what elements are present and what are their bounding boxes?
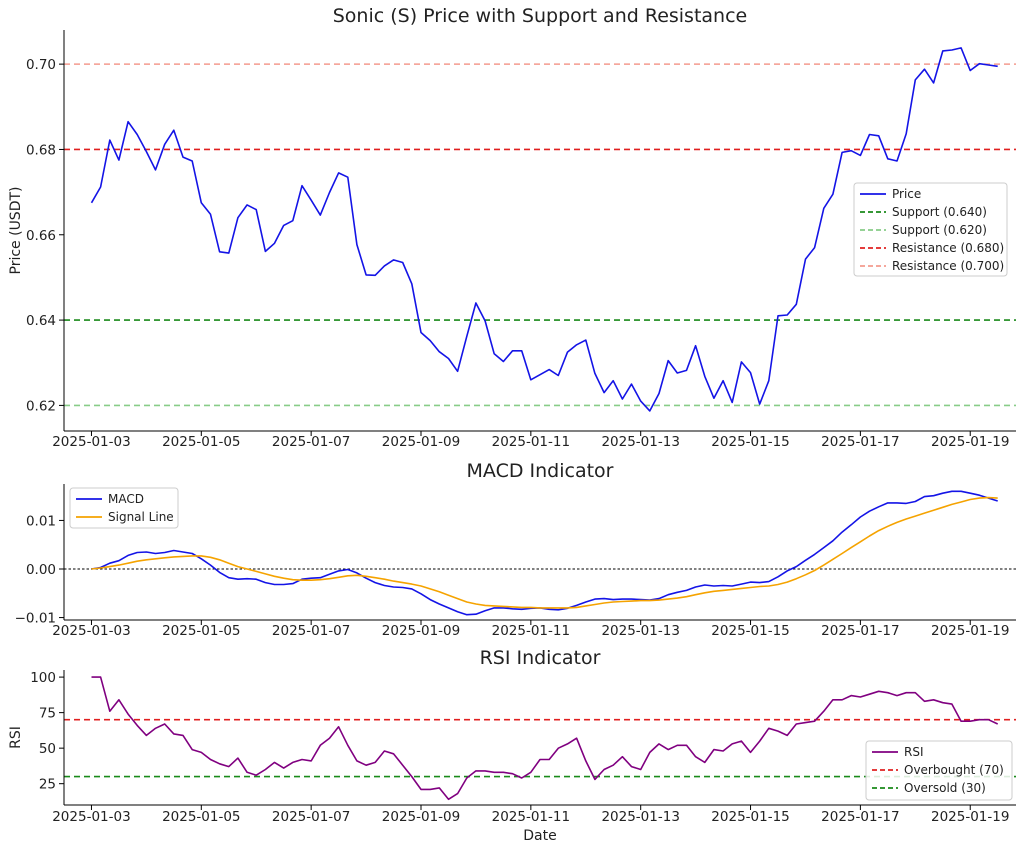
x-tick-label: 2025-01-11	[492, 434, 570, 450]
chart-panel-3: RSI Indicator 25 50 75 100 2025-01-03 2025-01-…	[8, 647, 1016, 844]
x-tick-label: 2025-01-19	[931, 623, 1009, 639]
x-tick-label: 2025-01-11	[492, 623, 570, 639]
y-tick-label: 25	[39, 777, 56, 793]
x-tick-label: 2025-01-13	[601, 623, 679, 639]
legend-label: Price	[892, 187, 921, 201]
legend-label: Support (0.620)	[892, 223, 987, 237]
y-axis-label: Price (USDT)	[8, 187, 24, 275]
y-tick-label: 0.01	[26, 513, 56, 529]
y-tick-label: 100	[30, 670, 56, 686]
y-axis-label: RSI	[8, 726, 24, 749]
chart-title: RSI Indicator	[480, 647, 601, 669]
legend-label: Resistance (0.680)	[892, 241, 1004, 255]
x-tick-label: 2025-01-09	[382, 809, 460, 825]
chart-panel-1: Sonic (S) Price with Support and Resista…	[8, 5, 1016, 450]
legend-label: Resistance (0.700)	[892, 259, 1004, 273]
y-tick-label: 0.68	[26, 142, 56, 158]
x-tick-label: 2025-01-03	[52, 623, 130, 639]
legend-label: RSI	[904, 745, 924, 759]
x-tick-label: 2025-01-13	[601, 434, 679, 450]
legend-label: MACD	[108, 492, 144, 506]
y-tick-label: 50	[39, 741, 56, 757]
legend-label: Support (0.640)	[892, 205, 987, 219]
y-tick-label: 75	[39, 706, 56, 722]
series-line	[91, 496, 998, 609]
x-tick-label: 2025-01-15	[711, 809, 789, 825]
x-tick-label: 2025-01-09	[382, 623, 460, 639]
legend-label: Oversold (30)	[904, 781, 986, 795]
legend-box	[69, 487, 179, 529]
x-tick-label: 2025-01-05	[162, 809, 240, 825]
series-line	[91, 490, 998, 616]
y-tick-label: 0.64	[26, 313, 56, 329]
x-tick-label: 2025-01-17	[821, 623, 899, 639]
chart-title: Sonic (S) Price with Support and Resista…	[333, 5, 747, 27]
x-tick-label: 2025-01-03	[52, 434, 130, 450]
chart-panel-2: MACD Indicator −0.01 0.00 0.01 2025-01-03 202…	[15, 460, 1016, 639]
series-line	[90, 47, 998, 412]
x-tick-label: 2025-01-19	[931, 809, 1009, 825]
chart-title: MACD Indicator	[467, 460, 614, 482]
x-axis-label: Date	[523, 828, 556, 844]
x-tick-label: 2025-01-07	[272, 623, 350, 639]
x-tick-label: 2025-01-09	[382, 434, 460, 450]
x-tick-label: 2025-01-15	[711, 623, 789, 639]
legend: MACD Signal Line	[69, 487, 179, 529]
x-tick-label: 2025-01-07	[272, 809, 350, 825]
x-tick-label: 2025-01-13	[601, 809, 679, 825]
x-tick-label: 2025-01-05	[162, 434, 240, 450]
legend: Price Support (0.640) Support (0.620) Resis…	[853, 182, 1008, 277]
y-tick-label: −0.01	[15, 611, 56, 627]
legend-label: Signal Line	[108, 510, 174, 524]
x-tick-label: 2025-01-07	[272, 434, 350, 450]
x-tick-label: 2025-01-11	[492, 809, 570, 825]
legend-box	[853, 182, 1008, 277]
x-tick-label: 2025-01-05	[162, 623, 240, 639]
legend-label: Overbought (70)	[904, 763, 1004, 777]
y-tick-label: 0.00	[26, 562, 56, 578]
y-tick-label: 0.62	[26, 398, 56, 414]
x-tick-label: 2025-01-17	[821, 809, 899, 825]
legend: RSI Overbought (70) Oversold (30)	[865, 740, 1013, 801]
series-line	[91, 676, 999, 801]
x-tick-label: 2025-01-17	[821, 434, 899, 450]
x-tick-label: 2025-01-15	[711, 434, 789, 450]
y-tick-label: 0.70	[26, 57, 56, 73]
x-tick-label: 2025-01-19	[931, 434, 1009, 450]
y-tick-label: 0.66	[26, 228, 56, 244]
x-tick-label: 2025-01-03	[52, 809, 130, 825]
legend-box	[865, 740, 1013, 801]
